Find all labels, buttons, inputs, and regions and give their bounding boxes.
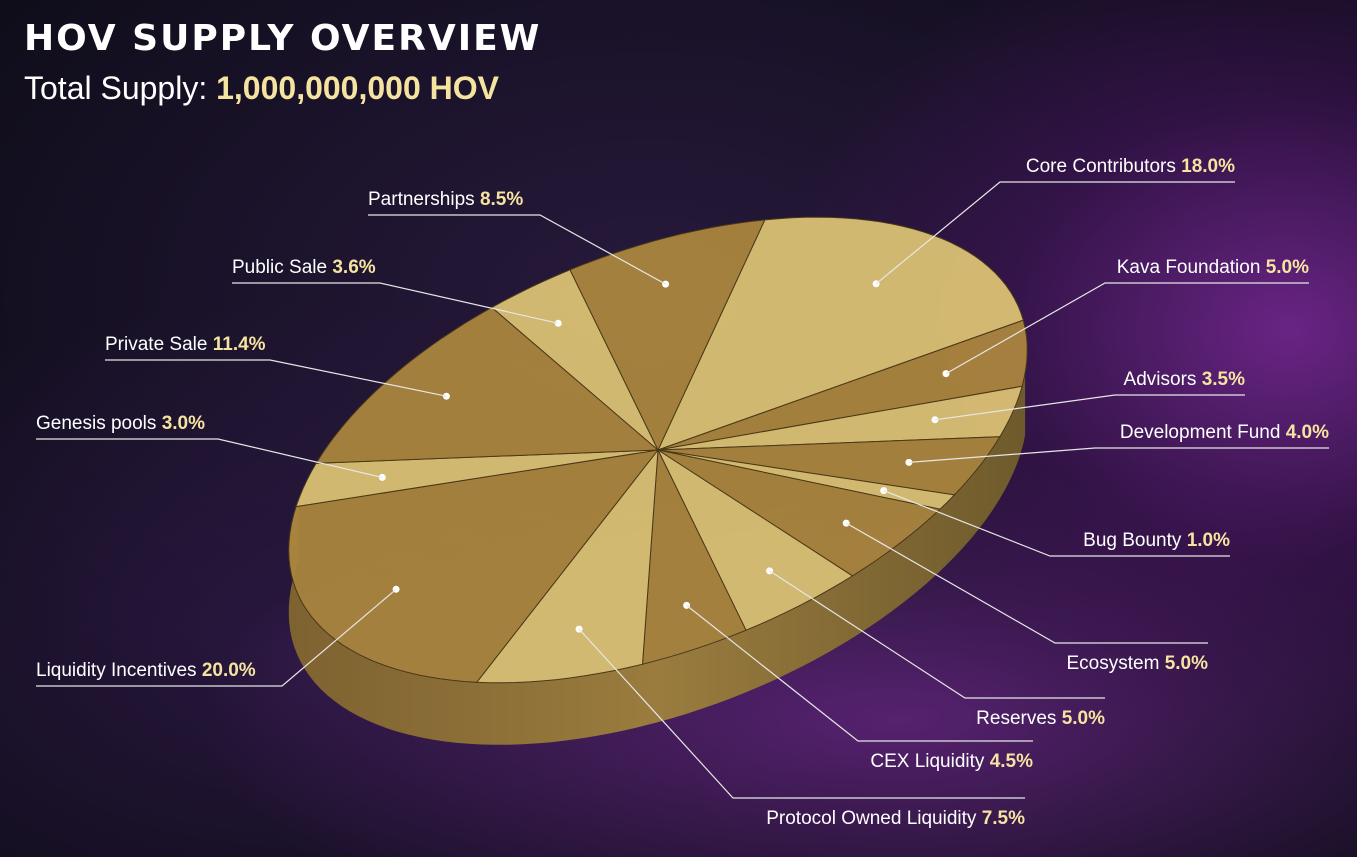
leader-line: [883, 490, 1230, 557]
slice-label: Partnerships 8.5%: [368, 189, 523, 210]
pie-side-band: [288, 373, 1026, 745]
slice-label-value: 18.0%: [1181, 156, 1235, 177]
slice-label-name: Core Contributors: [1026, 156, 1181, 177]
pie-slice-core-contributors: [657, 216, 1024, 451]
leader-line: [368, 214, 666, 285]
slice-label: Protocol Owned Liquidity 7.5%: [766, 808, 1025, 829]
pie-slice-private-sale: [315, 306, 660, 464]
pie-slice-public-sale: [490, 269, 659, 451]
pie-slice-liquidity-incentives: [288, 449, 660, 683]
slice-label-name: Liquidity Incentives: [36, 660, 202, 681]
slice-label-value: 4.0%: [1286, 422, 1329, 443]
pie-slice-reserves: [656, 448, 854, 631]
slice-label-value: 5.0%: [1062, 708, 1105, 729]
slice-label: Genesis pools 3.0%: [36, 413, 205, 434]
slice-label-name: CEX Liquidity: [870, 751, 989, 772]
slice-label: CEX Liquidity 4.5%: [870, 751, 1033, 772]
total-supply-label: Total Supply:: [24, 70, 208, 106]
total-supply: Total Supply: 1,000,000,000 HOV: [24, 70, 499, 107]
leader-line: [232, 282, 559, 324]
slice-label: Core Contributors 18.0%: [1026, 156, 1235, 177]
slice-label-name: Development Fund: [1120, 422, 1286, 443]
slice-label-name: Ecosystem: [1066, 653, 1164, 674]
slice-label-value: 7.5%: [982, 808, 1025, 829]
pie-side: [288, 373, 1026, 745]
pie-slice-development-fund: [657, 436, 1001, 496]
slice-labels: Core Contributors 18.0% Kava Foundation 5…: [36, 156, 1329, 829]
slice-label-name: Partnerships: [368, 189, 480, 210]
pie-slice-cex-liquidity: [641, 448, 747, 665]
slice-label-name: Public Sale: [232, 257, 332, 278]
slice-label: Public Sale 3.6%: [232, 257, 376, 278]
total-supply-value: 1,000,000,000 HOV: [216, 70, 499, 106]
slice-label-name: Private Sale: [105, 334, 213, 355]
leader-lines: [36, 181, 1329, 799]
leader-line: [105, 359, 447, 397]
slice-label-name: Genesis pools: [36, 413, 162, 434]
slice-label-value: 4.5%: [990, 751, 1033, 772]
slice-label: Development Fund 4.0%: [1120, 422, 1329, 443]
slice-label-name: Bug Bounty: [1083, 530, 1187, 551]
leader-line: [686, 604, 1033, 742]
slice-label-value: 5.0%: [1165, 653, 1208, 674]
slice-label-value: 1.0%: [1187, 530, 1230, 551]
leader-line: [36, 438, 383, 478]
slice-label-value: 3.6%: [332, 257, 375, 278]
slice-label: Kava Foundation 5.0%: [1117, 257, 1309, 278]
slice-label-name: Kava Foundation: [1117, 257, 1266, 278]
slice-label: Reserves 5.0%: [976, 708, 1105, 729]
slice-label-name: Protocol Owned Liquidity: [766, 808, 981, 829]
leader-line: [908, 447, 1329, 463]
pie-slice-ecosystem: [657, 449, 942, 577]
leader-line: [945, 282, 1309, 375]
slice-label: Liquidity Incentives 20.0%: [36, 660, 256, 681]
slice-label-value: 3.5%: [1202, 369, 1245, 390]
leader-line: [36, 588, 397, 687]
slice-label-value: 5.0%: [1266, 257, 1309, 278]
slice-label: Private Sale 11.4%: [105, 334, 266, 355]
slice-label: Ecosystem 5.0%: [1066, 653, 1208, 674]
pie-slice-genesis-pools: [295, 449, 659, 508]
page-title: HOV SUPPLY OVERVIEW: [24, 18, 542, 59]
leader-line: [845, 522, 1208, 644]
slice-label-value: 11.4%: [213, 334, 266, 355]
slice-label: Advisors 3.5%: [1124, 369, 1246, 390]
pie-slice-advisors: [657, 385, 1023, 451]
leader-line: [934, 394, 1245, 421]
leader-line: [769, 570, 1105, 699]
leader-line: [875, 181, 1235, 285]
leader-line: [578, 628, 1025, 799]
slice-label-value: 20.0%: [202, 660, 256, 681]
slice-label-name: Advisors: [1124, 369, 1202, 390]
slice-label: Bug Bounty 1.0%: [1083, 530, 1230, 551]
pie-top: [288, 216, 1028, 684]
slice-label-name: Reserves: [976, 708, 1062, 729]
pie-slice-kava-foundation: [657, 319, 1028, 451]
pie-slice-partnerships: [569, 219, 766, 452]
slice-label-value: 8.5%: [480, 189, 523, 210]
slice-label-value: 3.0%: [162, 413, 205, 434]
